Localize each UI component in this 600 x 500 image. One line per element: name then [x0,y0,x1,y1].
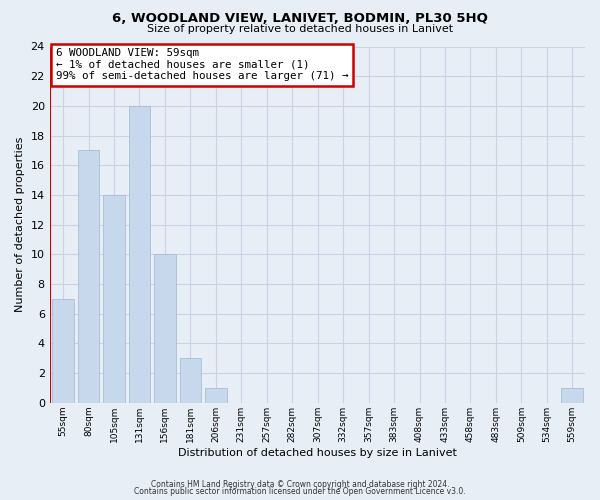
Text: Contains public sector information licensed under the Open Government Licence v3: Contains public sector information licen… [134,487,466,496]
Bar [128,106,150,403]
Text: 6 WOODLAND VIEW: 59sqm
← 1% of detached houses are smaller (1)
99% of semi-detac: 6 WOODLAND VIEW: 59sqm ← 1% of detached … [56,48,348,82]
Text: Size of property relative to detached houses in Lanivet: Size of property relative to detached ho… [147,24,453,34]
Text: 6, WOODLAND VIEW, LANIVET, BODMIN, PL30 5HQ: 6, WOODLAND VIEW, LANIVET, BODMIN, PL30 … [112,12,488,26]
Bar [562,388,583,403]
Bar [103,195,125,403]
Bar [205,388,227,403]
Bar [52,299,74,403]
Text: Contains HM Land Registry data © Crown copyright and database right 2024.: Contains HM Land Registry data © Crown c… [151,480,449,489]
Bar [78,150,100,403]
Bar [179,358,201,403]
Y-axis label: Number of detached properties: Number of detached properties [15,137,25,312]
Bar [154,254,176,403]
X-axis label: Distribution of detached houses by size in Lanivet: Distribution of detached houses by size … [178,448,457,458]
